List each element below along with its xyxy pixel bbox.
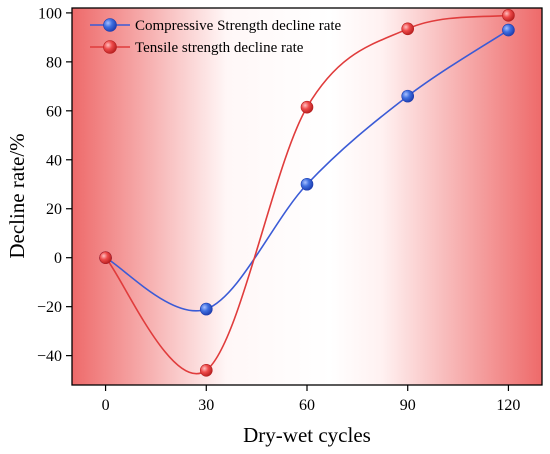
y-axis-ticks: −40 −20 0 20 40 60 80 100 bbox=[37, 5, 72, 365]
y-tick-label: 20 bbox=[46, 201, 62, 218]
y-tick-label: 100 bbox=[38, 5, 62, 22]
series-line-tensile bbox=[104, 14, 509, 375]
data-point-compressive bbox=[401, 89, 415, 103]
x-axis-ticks: 0 30 60 90 120 bbox=[102, 385, 520, 414]
x-tick-label: 30 bbox=[198, 397, 214, 414]
data-point-tensile bbox=[401, 22, 415, 36]
data-point-compressive bbox=[502, 23, 515, 37]
x-tick-label: 60 bbox=[299, 397, 315, 414]
y-tick-label: −20 bbox=[37, 299, 62, 316]
x-axis-label: Dry-wet cycles bbox=[243, 423, 371, 447]
x-tick-label: 90 bbox=[400, 397, 416, 414]
data-point-tensile bbox=[300, 100, 314, 114]
data-point-tensile bbox=[502, 9, 515, 22]
x-tick-label: 120 bbox=[496, 397, 520, 414]
y-tick-label: 60 bbox=[46, 103, 62, 120]
plot-background bbox=[72, 8, 542, 385]
legend-label-compressive: Compressive Strength decline rate bbox=[135, 18, 342, 34]
legend-label-tensile: Tensile strength decline rate bbox=[135, 40, 304, 56]
series-layer bbox=[99, 9, 515, 377]
legend-marker-compressive bbox=[103, 18, 117, 32]
data-point-compressive bbox=[199, 302, 213, 316]
y-tick-label: 0 bbox=[54, 250, 62, 267]
legend: Compressive Strength decline rate Tensil… bbox=[90, 18, 342, 56]
plot-frame bbox=[71, 7, 543, 386]
y-tick-label: 40 bbox=[46, 152, 62, 169]
data-point-compressive bbox=[300, 177, 314, 191]
y-axis-label: Decline rate/% bbox=[5, 133, 29, 258]
x-tick-label: 0 bbox=[102, 397, 110, 414]
legend-marker-tensile bbox=[103, 40, 117, 54]
y-tick-label: 80 bbox=[46, 54, 62, 71]
y-tick-label: −40 bbox=[37, 348, 62, 365]
data-point-tensile bbox=[99, 251, 112, 265]
data-point-tensile bbox=[199, 364, 213, 377]
